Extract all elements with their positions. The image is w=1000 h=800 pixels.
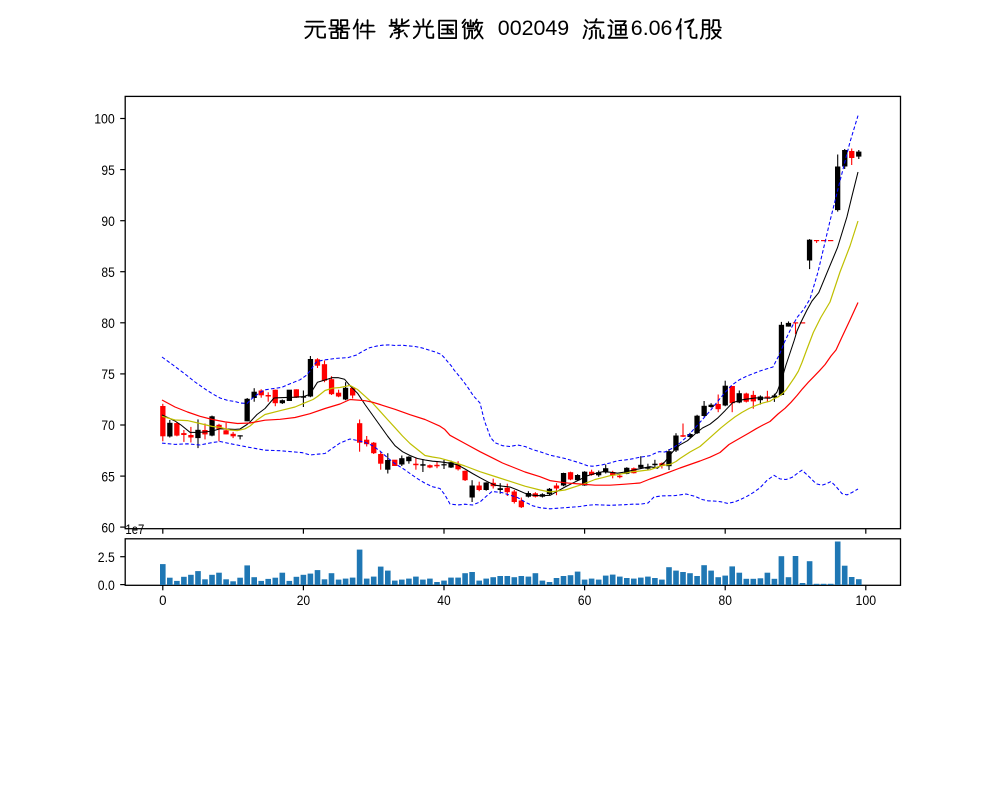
svg-text:80: 80 <box>719 593 732 609</box>
svg-text:75: 75 <box>101 367 114 383</box>
svg-text:60: 60 <box>101 520 114 536</box>
svg-text:0: 0 <box>159 593 167 609</box>
svg-text:70: 70 <box>101 418 114 434</box>
svg-text:2.5: 2.5 <box>98 550 115 566</box>
svg-text:60: 60 <box>578 593 591 609</box>
svg-text:1e7: 1e7 <box>125 522 144 538</box>
svg-text:65: 65 <box>101 469 114 485</box>
svg-text:40: 40 <box>437 593 450 609</box>
svg-text:100: 100 <box>856 593 877 609</box>
svg-text:95: 95 <box>101 163 114 179</box>
svg-text:0.0: 0.0 <box>98 578 115 594</box>
svg-text:90: 90 <box>101 214 114 230</box>
svg-text:80: 80 <box>101 316 114 332</box>
svg-text:85: 85 <box>101 265 114 281</box>
svg-text:20: 20 <box>297 593 310 609</box>
svg-text:002049: 002049 <box>498 16 569 40</box>
svg-text:6.06: 6.06 <box>631 16 673 40</box>
svg-text:100: 100 <box>94 112 115 128</box>
